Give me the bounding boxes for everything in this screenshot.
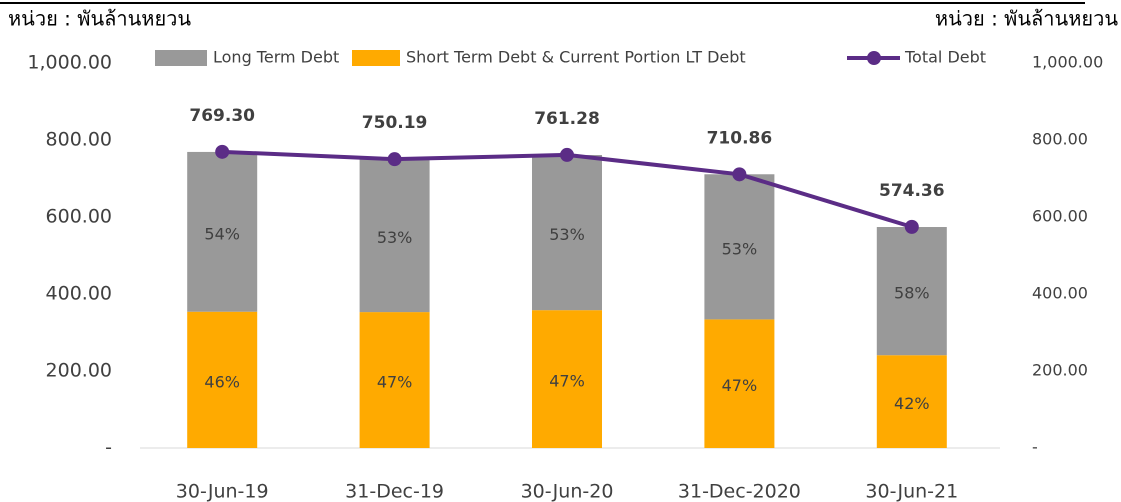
y-unit: หน่วย : พันล้านหยวน [8,7,191,31]
y2-tick-label: 1,000.00 [1032,53,1103,72]
y2-tick-label: 600.00 [1032,207,1088,226]
share-label: 42% [894,394,930,413]
y-tick-label: - [105,437,112,459]
x-tick-label: 31-Dec-19 [345,481,444,502]
bar-segment [187,151,258,312]
legend-label: Total Debt [904,48,986,67]
bar-segment [359,312,430,448]
bar-segment [187,311,258,448]
line-point [560,147,574,162]
value-label: 574.36 [879,181,945,201]
legend-point [867,51,881,65]
bar-segment [876,355,947,448]
line-point [215,144,230,159]
bar-segment [532,155,602,311]
legend-label: Short Term Debt & Current Portion LT Deb… [406,48,746,67]
share-label: 47% [549,372,585,391]
value-label: 761.28 [534,109,600,129]
bar-segment [704,174,775,320]
share-label: 47% [377,373,413,392]
y-tick-label: 600.00 [46,206,112,228]
y-tick-label: 800.00 [46,129,112,151]
value-label: 769.30 [189,106,255,126]
legend-swatch [352,50,400,66]
y-tick-label: 200.00 [46,360,112,382]
bar-segment [876,227,947,356]
y2-unit: หน่วย : พันล้านหยวน [935,7,1118,31]
line-point [904,219,919,234]
legend-swatch [155,50,207,66]
share-label: 58% [894,284,930,303]
y2-tick-label: - [1032,438,1038,457]
x-tick-label: 30-Jun-19 [176,481,269,502]
value-label: 710.86 [707,128,773,148]
legend-label: Long Term Debt [213,48,339,67]
value-label: 750.19 [362,113,428,133]
share-label: 47% [722,376,758,395]
x-tick-label: 30-Jun-21 [865,481,958,502]
y2-tick-label: 200.00 [1032,361,1088,380]
share-label: 53% [377,228,413,247]
share-label: 53% [722,239,758,258]
y-tick-label: 400.00 [46,283,112,305]
line-point [732,167,747,182]
y2-tick-label: 400.00 [1032,284,1088,303]
x-tick-label: 31-Dec-2020 [678,481,801,502]
y2-tick-label: 800.00 [1032,130,1088,149]
line-point [387,152,402,167]
x-tick-label: 30-Jun-20 [521,481,614,502]
share-label: 53% [549,225,585,244]
bar-segment [359,159,430,313]
y-tick-label: 1,000.00 [27,52,112,74]
share-label: 54% [204,224,240,243]
bar-segment [532,310,602,448]
bar-segment [704,319,775,448]
share-label: 46% [204,372,240,391]
